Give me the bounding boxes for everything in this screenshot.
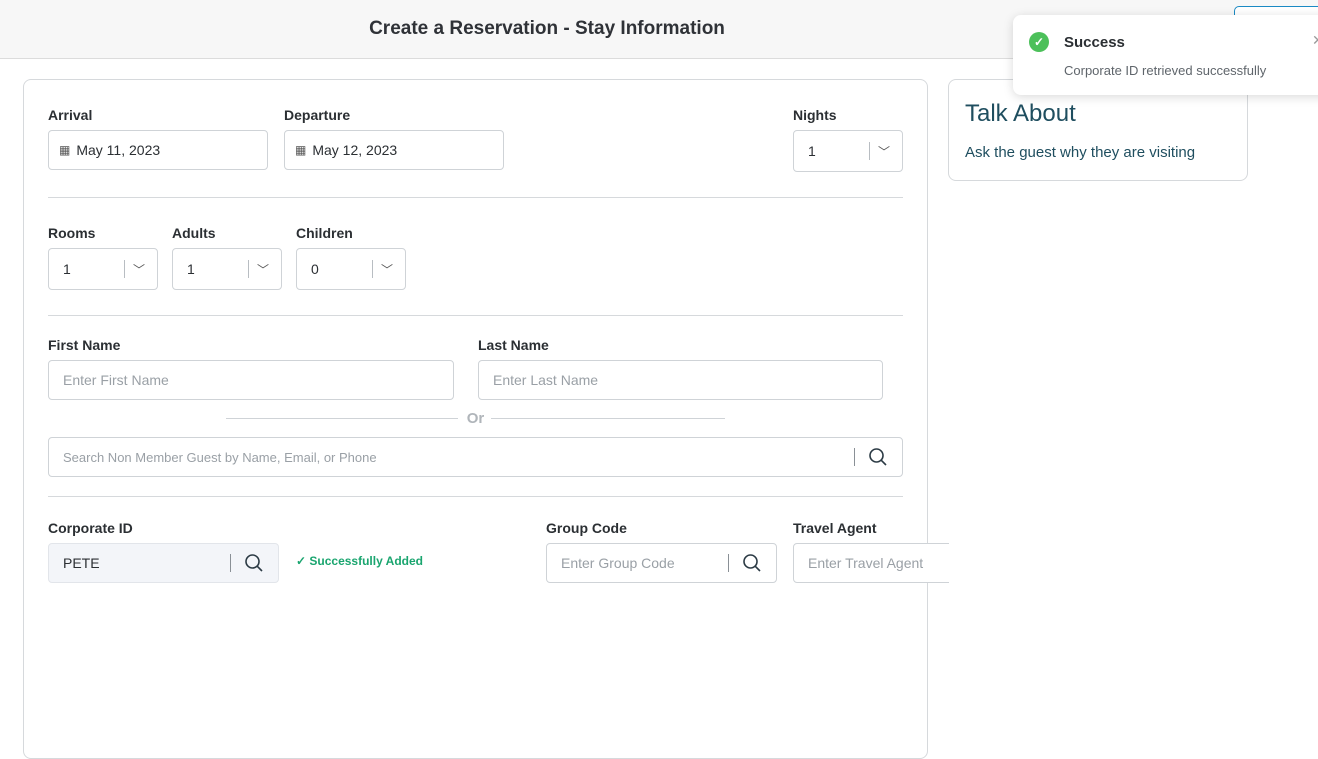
stay-form-card: Arrival ▦ May 11, 2023 Departure ▦ May 1… <box>23 79 949 759</box>
corporate-id-label: Corporate ID <box>48 520 133 536</box>
nights-label: Nights <box>793 107 837 123</box>
children-label: Children <box>296 225 353 241</box>
talk-about-card: Talk About Ask the guest why they are vi… <box>948 79 1248 181</box>
arrival-label: Arrival <box>48 107 93 123</box>
check-icon: ✓ <box>296 554 307 568</box>
chevron-down-icon: ﹀ <box>257 262 270 277</box>
first-name-label: First Name <box>48 337 121 353</box>
or-text: Or <box>466 410 485 427</box>
or-line-right <box>491 418 725 419</box>
close-icon[interactable]: ✕ <box>1312 32 1318 48</box>
search-icon[interactable] <box>854 438 902 476</box>
departure-label: Departure <box>284 107 351 123</box>
search-icon[interactable] <box>230 544 278 582</box>
departure-date-input[interactable]: ▦ May 12, 2023 <box>284 130 504 170</box>
chevron-down-icon: ﹀ <box>133 262 146 277</box>
chevron-down-icon: ﹀ <box>381 262 394 277</box>
travel-agent-input[interactable]: Enter Travel Agent <box>793 543 949 583</box>
search-icon[interactable] <box>728 544 776 582</box>
toast-title: Success <box>1064 34 1125 51</box>
chevron-down-icon: ﹀ <box>878 144 891 159</box>
group-code-input[interactable]: Enter Group Code <box>546 543 777 583</box>
success-toast: ✓ Success Corporate ID retrieved success… <box>1013 15 1318 95</box>
travel-agent-label: Travel Agent <box>793 520 877 536</box>
divider <box>48 496 903 497</box>
corporate-id-input[interactable]: PETE <box>48 543 279 583</box>
talk-about-text: Ask the guest why they are visiting <box>965 144 1196 161</box>
guest-search-input[interactable]: Search Non Member Guest by Name, Email, … <box>48 437 903 477</box>
success-check-icon: ✓ <box>1029 32 1049 52</box>
last-name-label: Last Name <box>478 337 549 353</box>
or-line-left <box>226 418 458 419</box>
group-code-label: Group Code <box>546 520 627 536</box>
rooms-label: Rooms <box>48 225 96 241</box>
adults-label: Adults <box>172 225 216 241</box>
divider <box>48 315 903 316</box>
divider <box>48 197 903 198</box>
corporate-status: ✓ Successfully Added <box>296 554 423 568</box>
children-select[interactable]: 0 ﹀ <box>296 248 406 290</box>
talk-about-title: Talk About <box>965 100 1076 127</box>
last-name-input[interactable]: Enter Last Name <box>478 360 883 400</box>
first-name-input[interactable]: Enter First Name <box>48 360 454 400</box>
calendar-icon: ▦ <box>59 143 71 157</box>
nights-select[interactable]: 1 ﹀ <box>793 130 903 172</box>
page-title: Create a Reservation - Stay Information <box>369 18 725 39</box>
calendar-icon: ▦ <box>295 143 307 157</box>
rooms-select[interactable]: 1 ﹀ <box>48 248 158 290</box>
arrival-date-input[interactable]: ▦ May 11, 2023 <box>48 130 268 170</box>
toast-message: Corporate ID retrieved successfully <box>1064 63 1267 78</box>
adults-select[interactable]: 1 ﹀ <box>172 248 282 290</box>
